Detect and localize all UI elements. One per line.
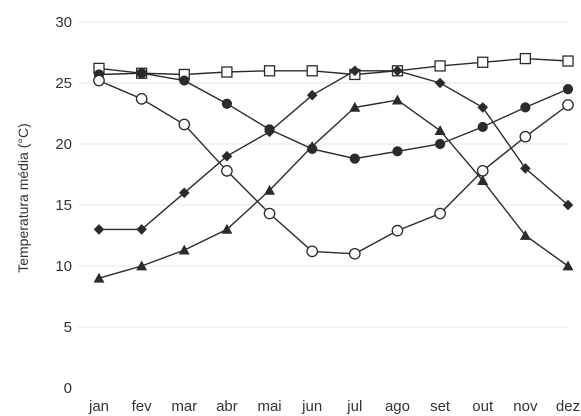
data-point-open-square — [263, 65, 276, 77]
grid-layer — [78, 21, 568, 328]
data-point-filled-diamond — [306, 89, 318, 101]
data-point-filled-circle — [477, 121, 488, 133]
series-line — [99, 70, 569, 231]
data-point-filled-diamond — [562, 199, 574, 211]
y-tick-label: 10 — [55, 258, 72, 275]
x-tick-label: mai — [257, 398, 281, 415]
data-point-filled-circle — [349, 153, 360, 164]
y-tick-label: 30 — [55, 14, 72, 31]
data-point-filled-triangle — [391, 94, 403, 105]
data-point-filled-circle — [136, 68, 147, 79]
data-point-filled-triangle — [306, 140, 318, 151]
data-point-filled-triangle — [562, 260, 574, 271]
data-point-open-circle — [434, 207, 446, 220]
data-point-open-square — [306, 65, 318, 77]
data-point-open-circle — [348, 247, 361, 260]
x-tick-label: set — [430, 398, 451, 415]
data-point-open-square — [434, 60, 446, 72]
data-point-open-circle — [221, 164, 233, 177]
data-point-filled-circle — [392, 146, 403, 157]
data-point-open-circle — [135, 93, 148, 105]
data-point-open-circle — [306, 245, 319, 258]
data-point-filled-circle — [221, 98, 233, 109]
data-point-filled-triangle — [519, 230, 531, 240]
series-open-circle — [93, 74, 574, 260]
x-tick-label: ago — [385, 398, 410, 415]
series-filled-diamond — [93, 65, 574, 235]
x-tick-label: fev — [132, 398, 153, 415]
x-tick-label: nov — [513, 398, 538, 415]
series-line — [98, 99, 569, 279]
data-point-filled-diamond — [392, 65, 403, 77]
data-point-open-circle — [562, 99, 574, 111]
series-line — [98, 72, 569, 160]
data-point-filled-diamond — [264, 126, 275, 138]
series-line — [98, 57, 569, 76]
data-point-filled-circle — [520, 102, 531, 113]
data-point-open-circle — [519, 130, 532, 143]
data-point-open-circle — [93, 74, 105, 87]
data-point-filled-triangle — [93, 272, 105, 283]
series-open-square — [93, 52, 574, 81]
data-point-open-circle — [178, 118, 191, 131]
series-filled-triangle — [93, 94, 574, 283]
y-tick-label: 5 — [64, 319, 72, 336]
y-axis-title: Temperatura média (°C) — [15, 123, 31, 273]
data-point-filled-triangle — [221, 223, 233, 234]
data-point-filled-circle — [562, 84, 574, 95]
data-point-filled-triangle — [349, 101, 361, 112]
x-tick-label: abr — [216, 398, 238, 415]
data-point-open-circle — [476, 164, 489, 177]
x-tick-label: mar — [171, 398, 197, 415]
data-point-open-square — [562, 55, 574, 67]
series-layer — [93, 52, 574, 283]
data-point-filled-circle — [434, 138, 446, 150]
y-tick-label: 0 — [64, 380, 72, 397]
data-point-filled-diamond — [221, 150, 233, 162]
data-point-open-square — [477, 56, 489, 68]
data-point-filled-triangle — [136, 260, 148, 271]
data-point-filled-triangle — [178, 244, 190, 255]
x-axis-ticks: jan fev mar abr mai jun jul ago set out nov dez — [88, 398, 580, 415]
data-point-filled-diamond — [520, 163, 531, 174]
data-point-filled-diamond — [93, 224, 105, 235]
x-tick-label: jan — [88, 398, 109, 415]
y-axis-ticks: 0 5 10 15 20 25 30 — [55, 14, 72, 397]
data-point-open-square — [221, 66, 233, 78]
data-point-filled-diamond — [178, 187, 190, 199]
data-point-filled-diamond — [136, 224, 147, 235]
x-tick-label: dez — [556, 398, 580, 415]
data-point-filled-diamond — [434, 77, 446, 89]
data-point-filled-circle — [179, 75, 190, 86]
y-tick-label: 25 — [55, 75, 72, 92]
data-point-open-square — [519, 52, 532, 65]
y-tick-label: 15 — [55, 197, 72, 214]
data-point-filled-triangle — [477, 175, 489, 185]
x-tick-label: jun — [301, 398, 322, 415]
data-point-open-circle — [263, 207, 276, 220]
data-point-filled-diamond — [477, 102, 489, 113]
data-point-filled-diamond — [349, 65, 361, 77]
x-tick-label: jul — [346, 398, 362, 415]
y-tick-label: 20 — [55, 136, 72, 153]
series-line — [98, 79, 569, 255]
x-tick-label: out — [472, 398, 494, 415]
data-point-filled-triangle — [434, 125, 446, 135]
data-point-open-circle — [391, 224, 404, 237]
data-point-filled-triangle — [264, 184, 276, 195]
